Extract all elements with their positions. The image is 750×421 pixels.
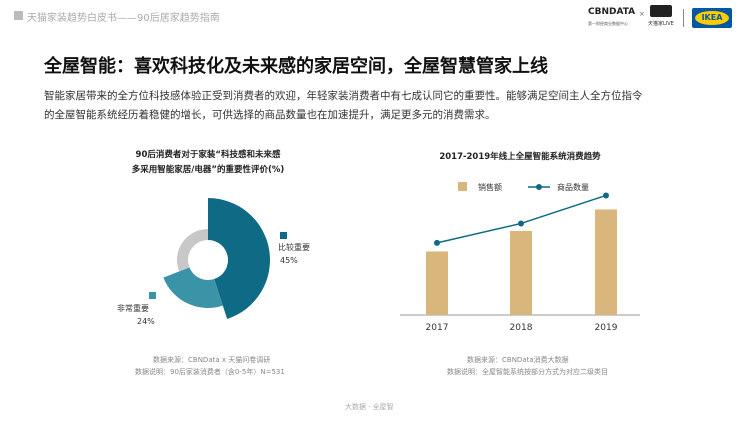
- pie-label: 非常重要: [117, 304, 149, 313]
- line-point: [518, 220, 524, 227]
- logo-divider: [683, 9, 684, 27]
- paragraph-line: 智能家居带来的全方位科技感体验正受到消费者的欢迎，年轻家装消费者中有七成认同它的…: [44, 90, 643, 102]
- paragraph-line: 的全屋智能系统经历着稳健的增长，可供选择的商品数量也在加速提升，满足更多元的消费…: [44, 109, 496, 121]
- times-sign: ×: [639, 10, 645, 18]
- cbndata-logo-sub: 第一财经商业数据中心: [588, 21, 628, 26]
- x-tick-label: 2018: [510, 323, 533, 333]
- header-square-icon: [14, 11, 23, 20]
- line-point: [603, 192, 609, 199]
- pie-title-line: 多采用智能家居/电器”的重要性评价(%): [131, 165, 285, 175]
- ikea-logo-text: IKEA: [695, 11, 729, 25]
- ikea-logo: IKEA: [692, 8, 732, 28]
- x-tick-label: 2017: [426, 323, 449, 333]
- line-point: [434, 239, 440, 246]
- legend-label: 商品数量: [557, 183, 589, 192]
- pie-pct: 24%: [137, 317, 155, 326]
- bar: [426, 251, 448, 315]
- pie-slice: [177, 229, 208, 272]
- pie-slice: [163, 267, 223, 308]
- source-note: 数据说明：90后家装消费者（含0-5年）N=531: [135, 368, 285, 376]
- tmall-logo-icon: [650, 5, 672, 17]
- tmall-logo-text: 天猫家LIVE: [648, 21, 674, 27]
- legend-bar-swatch: [458, 182, 467, 191]
- legend-swatch-very-important: [149, 292, 156, 299]
- pie-slice: [208, 198, 271, 319]
- pie-title-line: 90后消费者对于家装“科技感和未来感: [135, 150, 281, 160]
- x-tick-label: 2019: [595, 323, 618, 333]
- legend-line-marker-icon: [528, 184, 550, 190]
- bar: [595, 209, 617, 315]
- source-note: 数据来源：CBNData消费大数据: [467, 356, 569, 364]
- source-note: 数据来源：CBNData x 天猫问卷调研: [153, 356, 271, 364]
- legend-label: 销售额: [478, 183, 502, 192]
- bar: [510, 231, 532, 315]
- cbndata-logo: CBNDATA: [588, 7, 636, 17]
- page-title: 全屋智能：喜欢科技化及未来感的家居空间，全屋智慧管家上线: [44, 56, 548, 77]
- source-note: 数据说明：全屋智能系统按部分方式为对应二级类目: [447, 368, 608, 376]
- legend-swatch-important: [280, 232, 287, 239]
- bar-chart-title: 2017-2019年线上全屋智能系统消费趋势: [439, 152, 601, 162]
- header-title: 天猫家装趋势白皮书——90后居家趋势指南: [27, 13, 220, 24]
- pie-label: 比较重要: [278, 243, 310, 252]
- footer-label: 大数据 · 全屋智: [345, 403, 394, 411]
- pie-pct: 45%: [280, 256, 298, 265]
